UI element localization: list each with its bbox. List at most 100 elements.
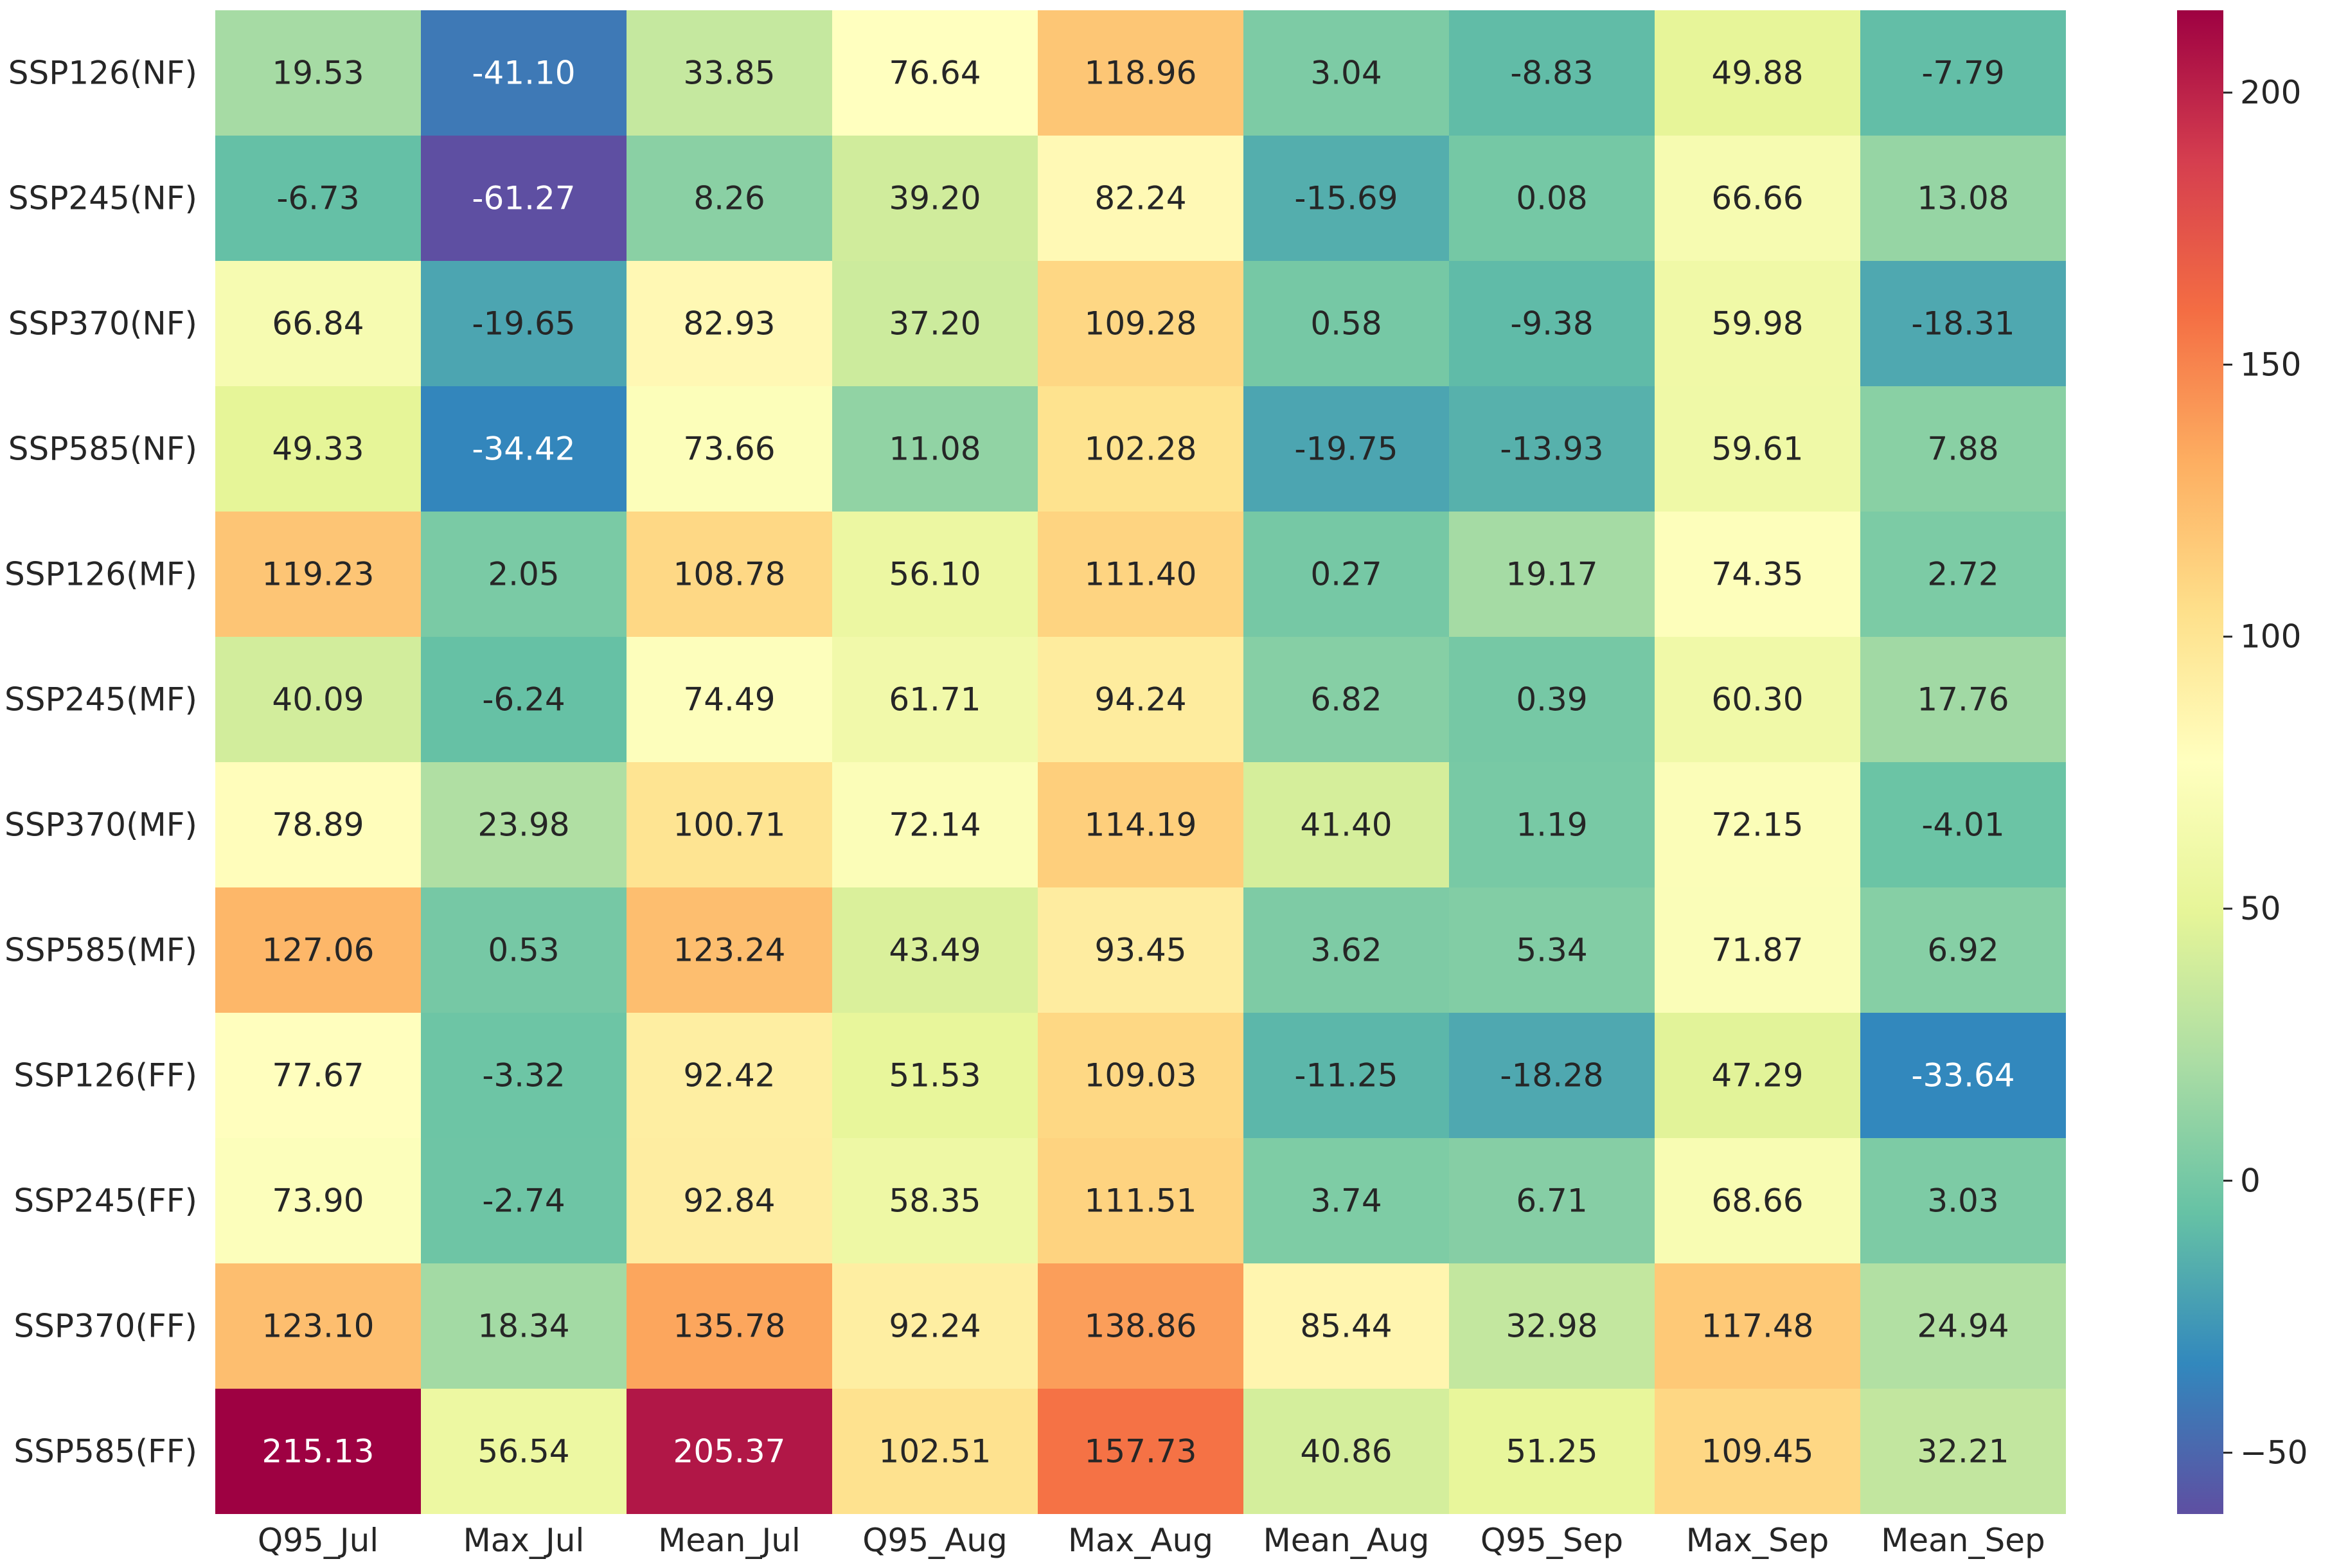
heatmap-cell [627,1263,832,1389]
cell-value-label: -4.01 [1921,806,2004,844]
cell-value-label: 2.05 [488,556,559,593]
cell-value-label: 23.98 [477,806,569,844]
cell-value-label: 39.20 [889,180,981,217]
heatmap-cell [215,1389,421,1514]
cell-value-label: 33.85 [683,55,775,92]
cell-value-label: 3.62 [1310,932,1382,969]
heatmap-cell [421,1263,627,1389]
cell-value-labels: 19.53 -41.10 33.85 76.64 118.96 3.04 -8.83 49.8… [262,55,2015,1470]
heatmap-cell [421,136,627,261]
row-tick-label: SSP126(NF) [8,55,197,92]
cell-value-label: 56.54 [477,1433,569,1470]
heatmap-cell [215,261,421,386]
heatmap-cell [1860,637,2066,762]
cell-value-label: -6.73 [276,180,359,217]
cell-value-label: -15.69 [1294,180,1398,217]
heatmap-cell [1449,1138,1655,1263]
cell-value-label: 68.66 [1711,1182,1803,1220]
cell-value-label: 102.51 [879,1433,992,1470]
heatmap-cell [1243,887,1449,1013]
heatmap-cell [1038,762,1243,887]
heatmap-cell [1655,1013,1860,1138]
column-tick-label: Q95_Jul [258,1522,378,1559]
row-tick-label: SSP126(MF) [4,556,197,593]
cell-value-label: -11.25 [1294,1057,1398,1094]
row-tick-label: SSP585(NF) [8,431,197,468]
cell-value-label: 47.29 [1711,1057,1803,1094]
heatmap-cell [421,1013,627,1138]
heatmap-cells [215,10,2066,1514]
cell-value-label: 40.09 [272,681,364,718]
heatmap-cell [627,1389,832,1514]
heatmap-cell [1655,10,1860,136]
cell-value-label: 109.03 [1085,1057,1197,1094]
heatmap-cell [1860,1138,2066,1263]
heatmap-cell [1449,512,1655,637]
cell-value-label: 0.53 [488,932,559,969]
cell-value-label: 119.23 [262,556,375,593]
column-tick-label: Mean_Sep [1881,1522,2045,1559]
cell-value-label: -18.31 [1911,305,2014,343]
heatmap-cell [1038,1138,1243,1263]
cell-value-label: 71.87 [1711,932,1803,969]
heatmap-cell [832,1263,1038,1389]
heatmap-cell [1860,1263,2066,1389]
cell-value-label: 102.28 [1085,431,1197,468]
colorbar-ticks: −50 0 50 100 150 200 [2223,74,2308,1472]
cell-value-label: 59.98 [1711,305,1803,343]
row-tick-labels: SSP126(NF) SSP245(NF) SSP370(NF) SSP585(NF)… [4,55,197,1470]
heatmap-cell [215,1013,421,1138]
cell-value-label: 114.19 [1085,806,1197,844]
cell-value-label: 0.27 [1310,556,1382,593]
heatmap-cell [627,136,832,261]
colorbar-tick-label: 100 [2240,618,2301,655]
heatmap-cell [215,386,421,512]
cell-value-label: 2.72 [1927,556,1998,593]
cell-value-label: 49.88 [1711,55,1803,92]
cell-value-label: 66.66 [1711,180,1803,217]
cell-value-label: 19.17 [1506,556,1597,593]
heatmap-cell [1655,261,1860,386]
heatmap-cell [1449,136,1655,261]
heatmap-cell [832,136,1038,261]
cell-value-label: 76.64 [889,55,981,92]
cell-value-label: 72.14 [889,806,981,844]
row-tick-label: SSP245(FF) [13,1182,197,1220]
cell-value-label: 24.94 [1917,1308,2009,1345]
heatmap-cell [1038,386,1243,512]
cell-value-label: 82.24 [1094,180,1186,217]
heatmap-cell [627,386,832,512]
heatmap-cell [421,386,627,512]
column-tick-label: Max_Sep [1686,1522,1829,1559]
cell-value-label: 41.40 [1300,806,1392,844]
cell-value-label: 32.21 [1917,1433,2009,1470]
cell-value-label: 60.30 [1711,681,1803,718]
heatmap-cell [1449,1013,1655,1138]
cell-value-label: 74.35 [1711,556,1803,593]
heatmap-cell [215,637,421,762]
cell-value-label: 73.90 [272,1182,364,1220]
heatmap-cell [1449,1263,1655,1389]
heatmap-cell [1243,10,1449,136]
heatmap-cell [1449,10,1655,136]
heatmap-cell [1860,386,2066,512]
column-tick-label: Mean_Jul [658,1522,801,1559]
cell-value-label: 123.10 [262,1308,375,1345]
cell-value-label: 3.74 [1310,1182,1382,1220]
heatmap-cell [1860,1013,2066,1138]
colorbar-gradient [2177,10,2223,1514]
heatmap-cell [1243,1013,1449,1138]
column-tick-label: Mean_Aug [1263,1522,1430,1559]
cell-value-label: 32.98 [1506,1308,1597,1345]
cell-value-label: 51.25 [1506,1433,1597,1470]
cell-value-label: -9.38 [1510,305,1593,343]
cell-value-label: -6.24 [482,681,565,718]
heatmap-cell [215,136,421,261]
cell-value-label: -19.65 [472,305,575,343]
heatmap-cell [1860,136,2066,261]
heatmap-cell [421,261,627,386]
cell-value-label: 94.24 [1094,681,1186,718]
heatmap-cell [1038,637,1243,762]
cell-value-label: -8.83 [1510,55,1593,92]
heatmap-cell [1655,512,1860,637]
